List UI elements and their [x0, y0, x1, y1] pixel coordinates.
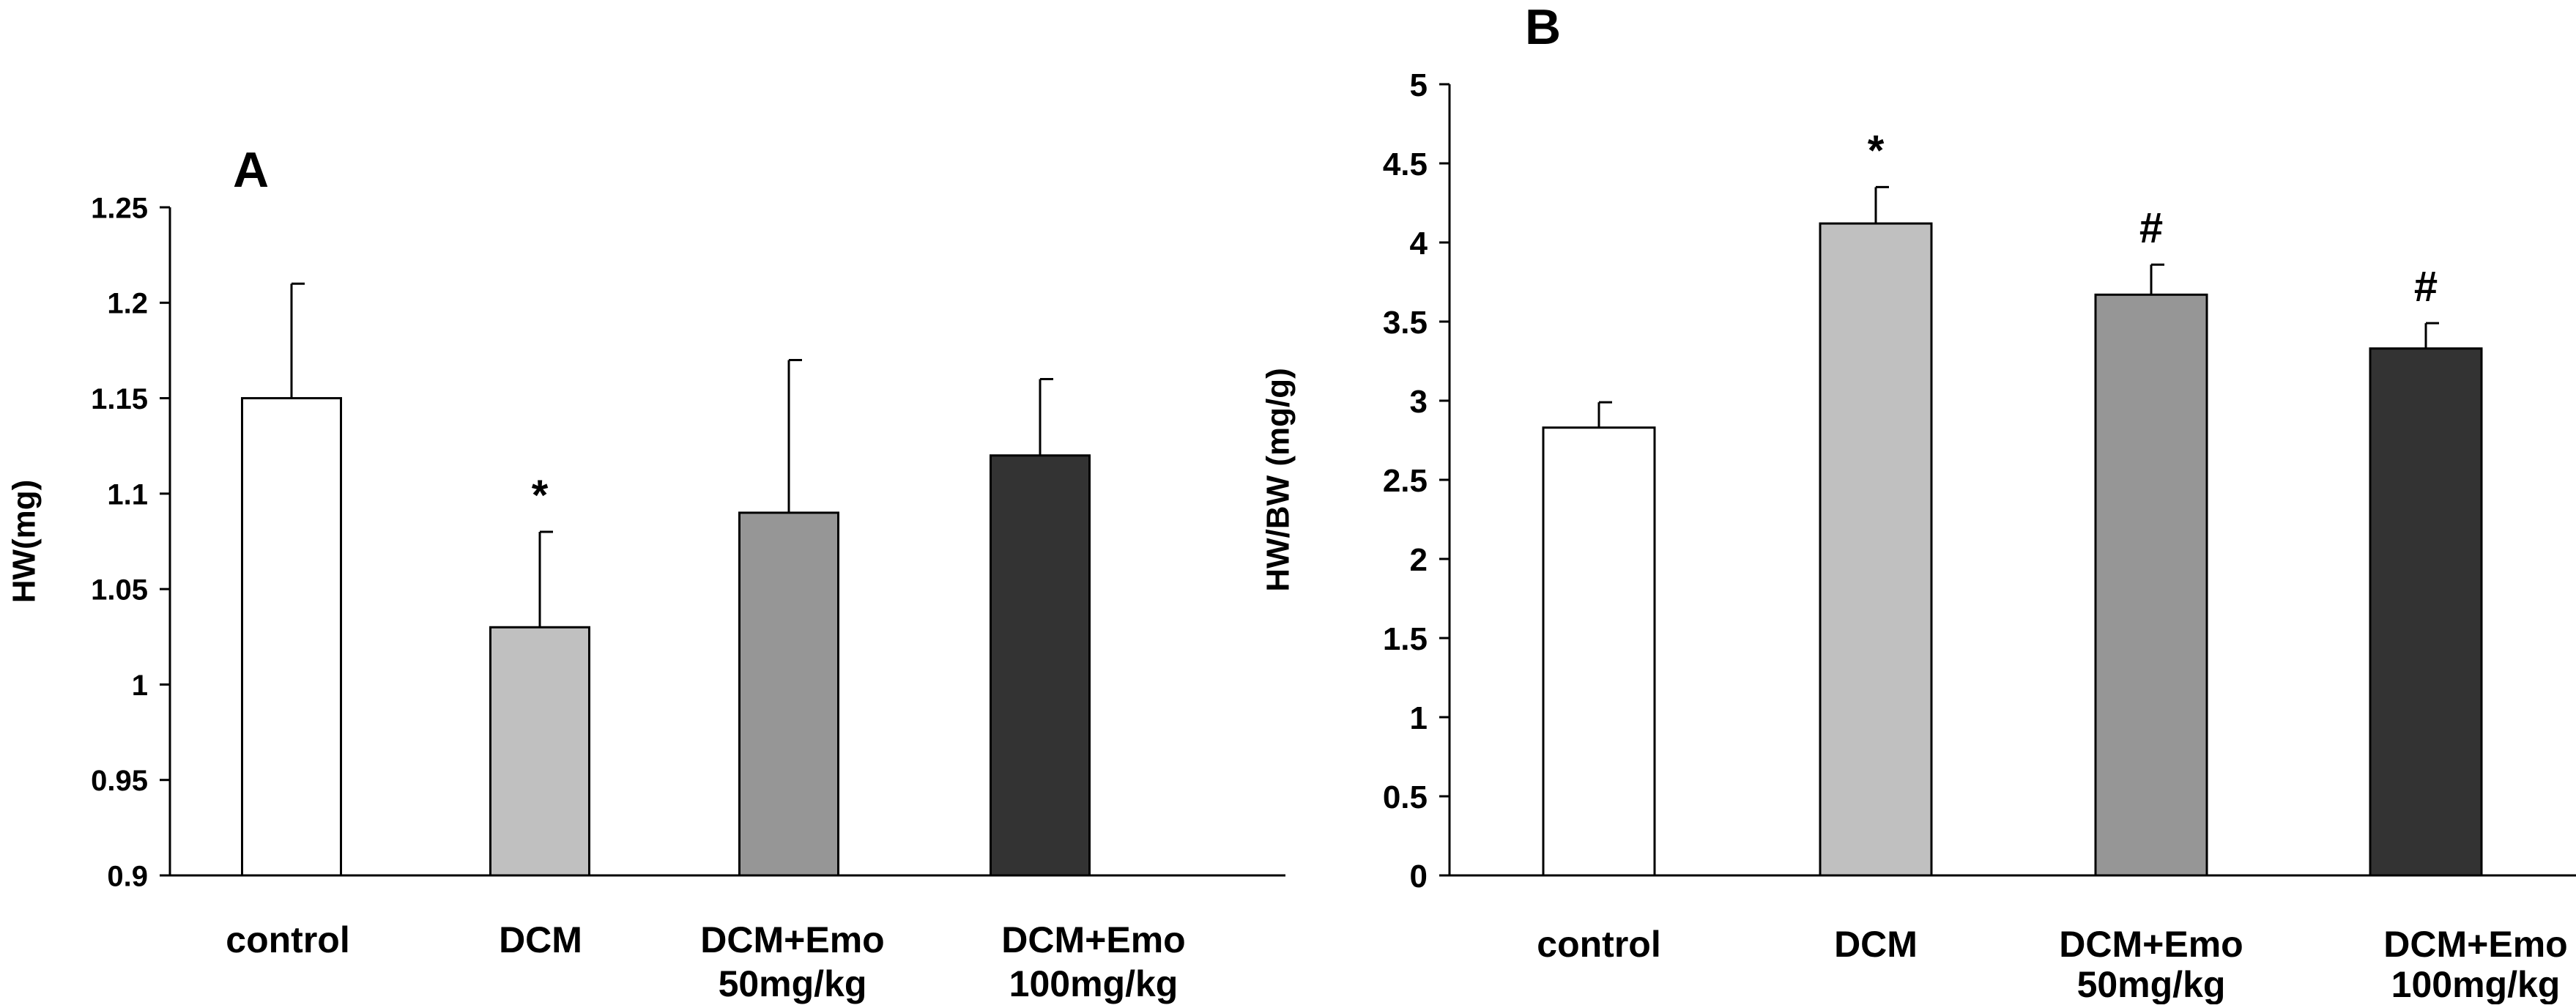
panel-b-chart: B 0 0.5 1 1.5 2 2.5 3 3.5 4 4.5 5 HW/BW (mg/g) contro… — [1261, 0, 2576, 1005]
x-category-label: DCM+Emo — [700, 919, 884, 960]
y-axis-label: HW(mg) — [7, 480, 42, 604]
bar — [1542, 426, 1656, 877]
y-tick-label: 1.1 — [107, 478, 148, 511]
panel-a-chart: A 0.9 0.95 1 1.05 1.1 1.15 1.2 1.25 HW(mg) control… — [7, 142, 1285, 1004]
bar — [990, 454, 1091, 877]
bar — [2094, 293, 2208, 877]
significance-marker: * — [532, 472, 549, 519]
bar — [2369, 347, 2483, 877]
y-tick-label: 1.2 — [107, 288, 148, 320]
x-category-label: 50mg/kg — [719, 963, 867, 1004]
significance-marker: * — [1868, 127, 1885, 174]
y-tick-label: 2 — [1410, 542, 1428, 578]
x-category-label: 50mg/kg — [2077, 964, 2226, 1004]
y-tick-label: 5 — [1410, 67, 1428, 103]
x-category-label: DCM+Emo — [1001, 919, 1185, 960]
y-axis-label: HW/BW (mg/g) — [1261, 368, 1296, 591]
x-category-label: DCM — [499, 919, 582, 960]
y-tick-label: 1 — [1410, 700, 1428, 736]
x-category-label: 100mg/kg — [2391, 964, 2561, 1004]
y-tick-label: 1.15 — [91, 383, 148, 415]
bar — [489, 626, 590, 877]
x-category-label: DCM+Emo — [2059, 924, 2243, 965]
y-tick-label: 1 — [132, 670, 148, 702]
y-tick-label: 0 — [1410, 859, 1428, 894]
x-category-label: control — [1537, 924, 1660, 965]
y-tick-label: 4.5 — [1383, 147, 1428, 182]
y-tick-label: 1.5 — [1383, 621, 1428, 657]
panel-label: A — [233, 142, 269, 198]
panel-label: B — [1525, 0, 1561, 55]
y-tick-label: 1.05 — [91, 574, 148, 607]
x-category-label: DCM — [1834, 924, 1918, 965]
y-tick-label: 3.5 — [1383, 305, 1428, 341]
y-tick-label: 0.5 — [1383, 779, 1428, 815]
y-tick-label: 2.5 — [1383, 463, 1428, 499]
significance-marker: # — [2139, 204, 2163, 252]
significance-marker: # — [2414, 263, 2438, 311]
y-tick-label: 0.9 — [107, 860, 148, 892]
y-tick-label: 3 — [1410, 384, 1428, 420]
y-tick-label: 4 — [1410, 226, 1428, 262]
bar — [1819, 222, 1933, 877]
bar — [241, 397, 342, 877]
y-tick-label: 0.95 — [91, 765, 148, 797]
x-category-label: control — [226, 919, 349, 960]
bar — [738, 511, 839, 877]
x-category-label: DCM+Emo — [2383, 924, 2567, 965]
x-category-label: 100mg/kg — [1009, 963, 1178, 1004]
y-tick-label: 1.25 — [91, 192, 148, 224]
